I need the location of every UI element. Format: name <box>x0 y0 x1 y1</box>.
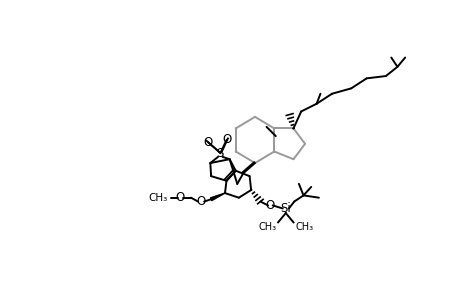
Text: S: S <box>216 146 224 160</box>
Text: CH₃: CH₃ <box>258 222 276 232</box>
Text: CH₃: CH₃ <box>294 222 313 232</box>
Text: O: O <box>221 134 230 146</box>
Text: O: O <box>203 136 212 149</box>
Text: CH₃: CH₃ <box>148 193 167 203</box>
Text: O: O <box>175 191 185 204</box>
Text: O: O <box>265 199 274 212</box>
Polygon shape <box>210 193 224 201</box>
Text: O: O <box>196 195 205 208</box>
Text: Si: Si <box>280 202 291 215</box>
